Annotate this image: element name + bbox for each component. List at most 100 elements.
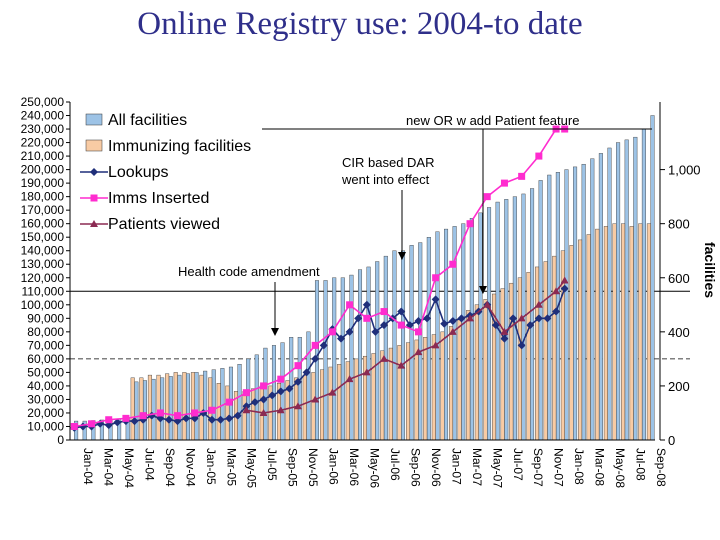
bar-all-facilities	[461, 223, 466, 441]
right-tick-label: 400	[668, 325, 690, 340]
bar-all-facilities	[426, 236, 431, 441]
right-axis: 0 200 400 600 800 1,000 facilities	[659, 102, 718, 448]
x-tick-label: May-08	[613, 448, 627, 488]
bar-all-facilities	[530, 188, 535, 441]
left-tick-label: 200,000	[21, 163, 65, 177]
x-tick-label: Mar-04	[101, 448, 115, 486]
point-lookups	[225, 414, 234, 423]
bar-all-facilities	[168, 376, 173, 441]
x-tick-label: Nov-06	[429, 448, 443, 487]
annotation-cir-dar: CIR based DAR	[342, 155, 434, 170]
point-imms-inserted	[139, 412, 147, 420]
point-lookups	[293, 377, 302, 386]
bar-immunizing-facilities	[251, 388, 256, 441]
bar-immunizing-facilities	[173, 372, 178, 441]
point-imms-inserted	[397, 321, 405, 329]
x-tick-label: Sep-07	[531, 448, 545, 487]
point-imms-inserted	[156, 409, 164, 417]
point-patients-viewed	[534, 300, 543, 308]
x-tick-label: Jul-05	[265, 448, 279, 481]
bar-immunizing-facilities	[595, 228, 600, 441]
x-tick-label: Sep-04	[163, 448, 177, 487]
bar-all-facilities	[444, 228, 449, 441]
bar-immunizing-facilities	[552, 255, 557, 441]
point-lookups	[259, 395, 268, 404]
right-tick-label: 200	[668, 379, 690, 394]
x-tick-label: Jul-04	[142, 448, 156, 481]
point-lookups	[431, 295, 440, 304]
point-lookups	[380, 321, 389, 330]
bar-all-facilities	[142, 380, 147, 441]
bar-immunizing-facilities	[543, 261, 548, 441]
bar-all-facilities	[564, 169, 569, 441]
legend: All facilities Immunizing facilities Looku…	[80, 112, 251, 233]
bar-immunizing-facilities	[362, 355, 368, 441]
x-tick-label: Sep-05	[286, 448, 300, 487]
bar-all-facilities	[349, 274, 354, 441]
point-patients-viewed	[431, 341, 440, 349]
point-imms-inserted	[414, 328, 422, 336]
line-patients-viewed	[246, 279, 566, 414]
left-tick-label: 60,000	[27, 352, 64, 366]
bar-immunizing-facilities	[466, 310, 471, 441]
point-patients-viewed	[293, 402, 302, 410]
left-tick-label: 250,000	[21, 95, 65, 109]
point-lookups	[354, 314, 363, 323]
bar-all-facilities	[435, 231, 440, 441]
x-tick-label: May-04	[122, 448, 136, 488]
point-lookups	[526, 321, 535, 330]
bar-immunizing-facilities	[638, 223, 643, 441]
point-patients-viewed	[362, 368, 371, 376]
point-imms-inserted	[242, 389, 250, 397]
x-tick-label: Mar-07	[470, 448, 484, 486]
point-lookups	[319, 341, 328, 350]
bar-immunizing-facilities	[182, 372, 187, 441]
bar-all-facilities	[538, 180, 543, 441]
point-imms-inserted	[277, 375, 285, 383]
point-imms-inserted	[174, 412, 182, 420]
bar-immunizing-facilities	[569, 245, 574, 441]
bar-all-facilities	[185, 373, 190, 441]
bar-all-facilities	[590, 158, 595, 441]
right-tick-label: 0	[668, 433, 675, 448]
bar-immunizing-facilities	[165, 373, 170, 441]
x-tick-label: Mar-05	[224, 448, 238, 486]
bar-all-facilities	[332, 277, 337, 441]
legend-label: Lookups	[108, 164, 169, 181]
bar-all-facilities	[478, 212, 483, 441]
bar-all-facilities	[203, 370, 208, 441]
bar-all-facilities	[254, 354, 259, 441]
bar-all-facilities	[616, 142, 621, 441]
x-axis: Jan-04 Mar-04 May-04 Jul-04 Sep-04 Nov-04 Jan-…	[70, 439, 668, 488]
point-imms-inserted	[105, 416, 113, 424]
legend-swatch-all-facilities	[85, 113, 103, 126]
bar-all-facilities	[624, 139, 629, 441]
bar-immunizing-facilities	[380, 350, 385, 441]
bar-all-facilities	[607, 147, 612, 441]
bar-immunizing-facilities	[130, 377, 135, 441]
point-imms-inserted	[328, 328, 336, 336]
bar-all-facilities	[598, 153, 603, 441]
point-imms-inserted	[363, 314, 371, 322]
x-tick-label: Sep-08	[654, 448, 668, 487]
bar-immunizing-facilities	[139, 377, 144, 441]
point-imms-inserted	[260, 382, 268, 390]
point-lookups	[345, 327, 354, 336]
left-tick-label: 0	[57, 433, 64, 447]
bar-all-facilities	[641, 128, 646, 441]
bar-immunizing-facilities	[535, 266, 540, 441]
bar-immunizing-facilities	[397, 345, 402, 441]
left-tick-label: 220,000	[21, 136, 65, 150]
bar-all-facilities	[340, 277, 345, 441]
x-tick-label: Jan-04	[81, 448, 95, 485]
bar-all-facilities	[581, 163, 586, 441]
bar-immunizing-facilities	[199, 374, 204, 441]
point-lookups	[560, 284, 569, 293]
line-series	[70, 125, 569, 432]
x-tick-label: Jul-06	[388, 448, 402, 481]
bar-immunizing-facilities	[449, 326, 454, 441]
bar-immunizing-facilities	[319, 369, 324, 441]
bar-all-facilities	[401, 250, 406, 441]
x-tick-label: Jul-07	[511, 448, 525, 481]
